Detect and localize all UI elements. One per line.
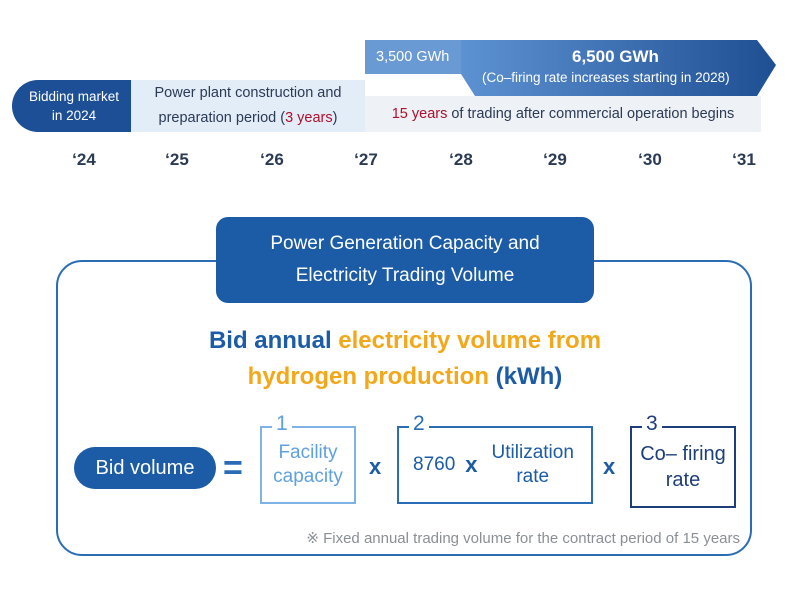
volume-growth-arrow — [365, 40, 776, 96]
trading-period-text: of trading after commercial operation be… — [447, 106, 735, 122]
headline-part-1: Bid annual — [208, 327, 339, 354]
facility-capacity-text: Facility capacity — [262, 428, 354, 502]
panel-title-line1: Power Generation Capacity and — [270, 233, 540, 254]
arrow-start-segment — [365, 40, 461, 74]
footnote: ※ Fixed annual trading volume for the co… — [306, 530, 740, 547]
formula-panel-title: Power Generation Capacity and Electricit… — [216, 217, 594, 303]
facility-capacity-line2: capacity — [273, 466, 343, 487]
trading-period-label: 15 years of trading after commercial ope… — [365, 96, 761, 132]
equals-sign: = — [223, 449, 243, 487]
construction-line1: Power plant construction and — [154, 85, 342, 101]
year-label-2028: ‘28 — [449, 150, 473, 169]
box-number-3: 3 — [642, 412, 662, 436]
year-label-2027: ‘27 — [354, 150, 378, 169]
utilization-rate-text: Utilization rate — [492, 441, 574, 489]
multiply-sign-2: x — [603, 454, 616, 479]
panel-title-line2: Electricity Trading Volume — [295, 265, 515, 286]
hours-per-year: 8760 — [413, 454, 456, 475]
trading-period-band — [365, 96, 761, 132]
year-label-2029: ‘29 — [543, 150, 567, 169]
multiply-sign-inner: x — [465, 452, 478, 477]
end-volume-label: 6,500 GWh — [572, 47, 659, 66]
multiply-sign-1: x — [369, 454, 382, 479]
construction-line2-suffix: ) — [332, 110, 338, 126]
formula-headline: Bid annual electricity volume from hydro… — [120, 323, 690, 395]
construction-line2-prefix: preparation period ( — [158, 110, 286, 126]
bidding-market-line2: in 2024 — [51, 108, 97, 123]
utilization-line2: rate — [516, 466, 550, 487]
headline-part-4: (kWh) — [495, 363, 563, 390]
construction-period-label: Power plant construction and preparation… — [131, 80, 365, 132]
utilization-content: 8760 x Utilization rate — [399, 428, 591, 502]
headline-part-2: electricity volume from — [338, 327, 602, 354]
start-volume-label: 3,500 GWh — [376, 49, 450, 65]
facility-capacity-line1: Facility — [278, 442, 338, 463]
box-number-2: 2 — [409, 412, 429, 436]
bidding-market-label: Bidding market in 2024 — [12, 80, 136, 132]
formula-panel — [56, 260, 752, 556]
arrow-growth-segment — [461, 40, 776, 96]
year-label-2031: ‘31 — [732, 150, 756, 169]
trading-years-highlight: 15 years — [391, 106, 448, 122]
cofiring-rate-box: 3 Co– firing rate — [630, 412, 736, 508]
bidding-market-line1: Bidding market — [28, 89, 120, 104]
cofiring-line1: Co– firing — [640, 443, 726, 465]
headline-part-3: hydrogen production — [247, 363, 496, 390]
utilization-line1: Utilization — [491, 442, 574, 463]
year-label-2026: ‘26 — [260, 150, 284, 169]
bid-volume-pill: Bid volume — [74, 447, 216, 489]
box-number-1: 1 — [272, 412, 292, 436]
construction-line2: preparation period (3 years) — [159, 106, 338, 131]
construction-years-highlight: 3 years — [285, 110, 333, 126]
cofiring-rate-text: Co– firing rate — [632, 428, 734, 506]
facility-capacity-box: 1 Facility capacity — [260, 412, 356, 504]
year-label-2024: ‘24 — [72, 150, 96, 169]
cofiring-increase-note: (Co–firing rate increases starting in 20… — [482, 70, 730, 85]
utilization-box: 2 8760 x Utilization rate — [397, 412, 593, 504]
cofiring-line2: rate — [665, 469, 701, 491]
year-label-2030: ‘30 — [638, 150, 662, 169]
year-label-2025: ‘25 — [165, 150, 189, 169]
